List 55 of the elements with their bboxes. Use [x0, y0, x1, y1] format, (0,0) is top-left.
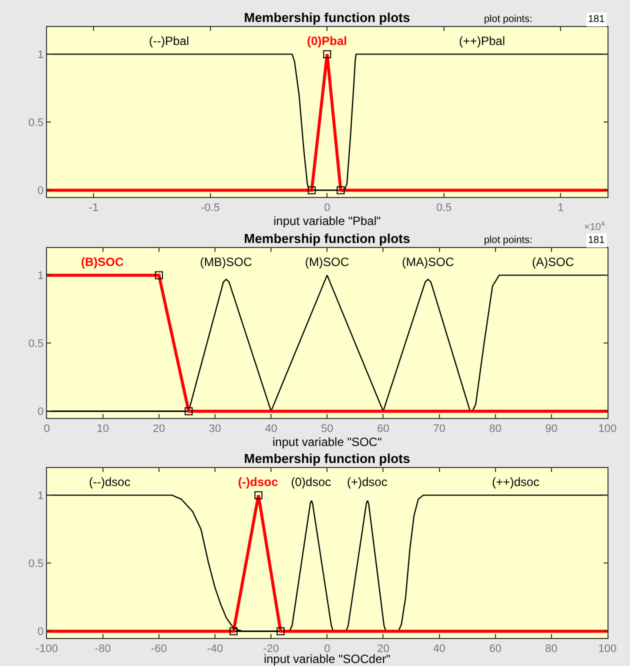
x-tick-label: -60	[150, 643, 167, 656]
series-label: (MB)SOC	[200, 255, 252, 269]
x-tick-label: 30	[208, 423, 222, 436]
y-tick-label: 0.5	[28, 558, 44, 570]
x-tick-label: 60	[377, 423, 390, 436]
chart-title: Membership function plots	[244, 10, 410, 25]
x-tick-label: 100	[598, 643, 617, 656]
y-tick-label: 0	[38, 406, 44, 418]
series-label: (M)SOC	[305, 255, 350, 269]
y-tick-label: 0.5	[28, 338, 44, 350]
x-tick-label: 60	[489, 643, 502, 656]
series-label: (++)dsoc	[492, 475, 540, 489]
series-label: (--)dsoc	[89, 475, 130, 489]
x-axis-title: input variable "SOC"	[272, 435, 382, 450]
x-tick-label: 80	[489, 423, 502, 436]
x-tick-label: 50	[321, 423, 334, 436]
y-tick-label: 1	[38, 270, 44, 282]
text: plot points:	[484, 14, 532, 25]
x-tick-label: 40	[264, 423, 278, 436]
series-label: (0)dsoc	[291, 475, 332, 489]
series-label: (0)Pbal	[307, 34, 348, 48]
series-label: (-)dsoc	[238, 475, 278, 489]
x-tick-label: 20	[152, 423, 166, 436]
x-tick-label: 0	[324, 202, 330, 214]
x-tick-label: 80	[545, 643, 558, 656]
x-tick-label: 100	[598, 423, 617, 436]
chart-title: Membership function plots	[244, 451, 410, 466]
series-label: (B)SOC	[81, 255, 124, 269]
x-tick-label: 1	[558, 202, 564, 214]
x-tick-label: -40	[207, 643, 223, 656]
y-tick-label: 0.5	[28, 117, 44, 130]
text: 181	[588, 14, 606, 25]
text: ×10$^{4}$	[584, 221, 605, 234]
x-tick-label: 40	[433, 643, 446, 656]
y-tick-label: 0	[38, 626, 44, 638]
x-tick-label: 90	[545, 423, 558, 436]
x-tick-label: -0.5	[200, 202, 220, 214]
text: 181	[588, 235, 606, 246]
text: plot points:	[484, 235, 532, 246]
series-label: (MA)SOC	[402, 255, 454, 269]
y-tick-label: 0	[38, 185, 44, 198]
x-tick-label: -80	[94, 643, 111, 656]
y-tick-label: 1	[38, 490, 44, 502]
x-tick-label: 10	[96, 423, 110, 436]
chart-title: Membership function plots	[244, 231, 410, 246]
series-label: (+)dsoc	[347, 475, 388, 489]
x-tick-label: 70	[433, 423, 446, 436]
y-tick-label: 1	[38, 49, 44, 62]
x-tick-label: -100	[36, 643, 58, 656]
series-label: (++)Pbal	[459, 34, 506, 48]
x-axis-title: input variable "Pbal"	[274, 214, 381, 228]
series-label: (--)Pbal	[149, 34, 190, 48]
series-label: (A)SOC	[532, 255, 574, 269]
x-tick-label: -1	[88, 202, 98, 214]
x-tick-label: 0.5	[436, 202, 452, 214]
